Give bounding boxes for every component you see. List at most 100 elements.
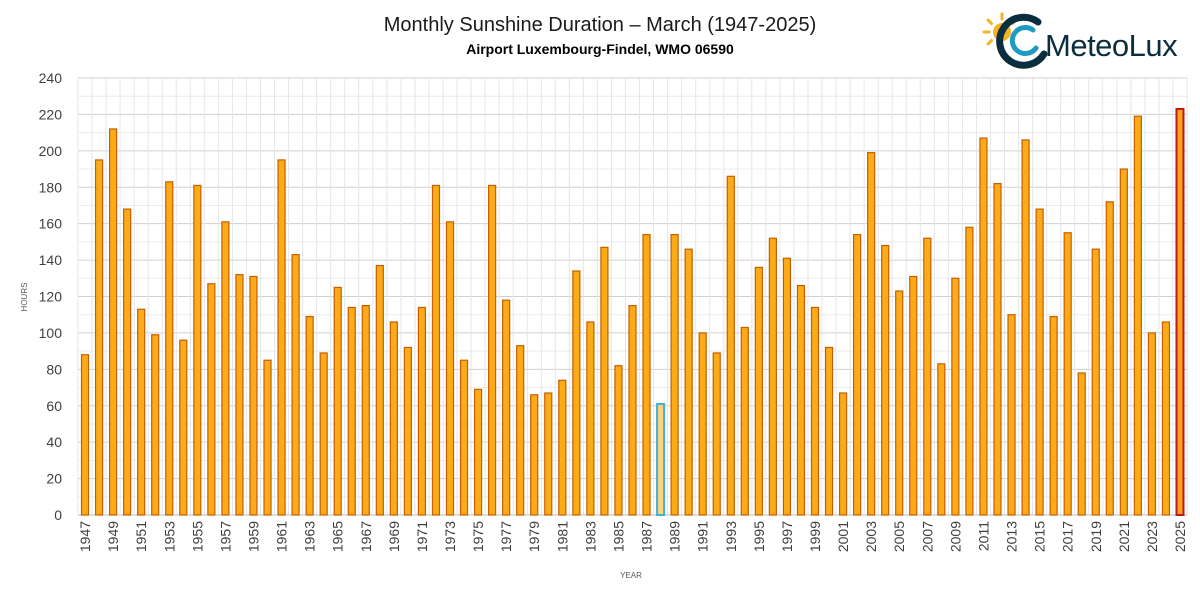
x-tick-label: 1979 bbox=[526, 521, 542, 552]
bar-2009 bbox=[951, 277, 960, 516]
bar-1966 bbox=[347, 306, 356, 516]
bar-1986 bbox=[628, 305, 637, 516]
bar-1999 bbox=[810, 306, 820, 516]
y-tick-label: 0 bbox=[54, 507, 62, 523]
y-tick-label: 40 bbox=[46, 434, 62, 450]
bar-1993 bbox=[726, 175, 735, 516]
swirl-icon bbox=[996, 13, 1048, 69]
bar-1951 bbox=[137, 308, 146, 516]
bar-1981 bbox=[558, 379, 567, 516]
x-tick-label: 1975 bbox=[470, 521, 486, 552]
x-tick-label: 1949 bbox=[105, 521, 121, 552]
bar-1977 bbox=[502, 299, 511, 516]
bar-2002 bbox=[852, 233, 862, 516]
bar-1997 bbox=[782, 257, 792, 516]
bar-1985 bbox=[614, 365, 623, 516]
bar-1967 bbox=[361, 305, 370, 516]
bar-1978 bbox=[516, 345, 525, 516]
x-tick-label: 1957 bbox=[217, 521, 233, 552]
bar-1957 bbox=[221, 221, 230, 516]
x-tick-label: 1955 bbox=[189, 521, 205, 552]
grid-layer bbox=[77, 77, 1188, 516]
x-tick-label: 2007 bbox=[919, 521, 935, 552]
x-tick-label: 2015 bbox=[1032, 521, 1048, 552]
bar-1983 bbox=[586, 321, 595, 516]
bar-1974 bbox=[459, 359, 469, 516]
bar-2004 bbox=[881, 244, 890, 516]
bar-1965 bbox=[333, 286, 342, 516]
bar-1964 bbox=[319, 352, 328, 516]
x-tick-label: 1959 bbox=[245, 521, 261, 552]
bar-1953 bbox=[165, 181, 174, 516]
bar-1947 bbox=[80, 354, 90, 516]
bar-1979 bbox=[530, 394, 539, 516]
x-tick-label: 1971 bbox=[414, 521, 430, 552]
bar-2003 bbox=[867, 152, 876, 516]
x-tick-label: 1977 bbox=[498, 521, 514, 552]
x-tick-label: 2021 bbox=[1116, 521, 1132, 552]
bar-2013 bbox=[1007, 314, 1016, 516]
x-tick-label: 1961 bbox=[274, 521, 290, 552]
y-tick-label: 160 bbox=[39, 216, 63, 232]
x-tick-label: 1965 bbox=[330, 521, 346, 552]
x-tick-label: 1947 bbox=[77, 521, 93, 552]
bar-1987 bbox=[642, 233, 651, 516]
bar-1949 bbox=[108, 128, 118, 516]
bar-2008 bbox=[937, 363, 946, 516]
bar-1955 bbox=[193, 184, 202, 516]
y-tick-label: 60 bbox=[46, 398, 62, 414]
bar-2000 bbox=[824, 346, 834, 516]
bar-1962 bbox=[291, 254, 300, 516]
bar-1988 bbox=[656, 402, 666, 516]
bar-1982 bbox=[572, 270, 581, 516]
bar-1950 bbox=[123, 208, 132, 516]
x-tick-label: 1989 bbox=[667, 521, 683, 552]
y-tick-label: 240 bbox=[39, 70, 63, 86]
bar-1971 bbox=[417, 306, 427, 516]
bar-1975 bbox=[473, 388, 483, 516]
bar-1969 bbox=[389, 321, 398, 516]
chart-title: Monthly Sunshine Duration – March (1947-… bbox=[384, 14, 816, 36]
bar-2015 bbox=[1035, 208, 1044, 516]
y-tick-label: 120 bbox=[39, 289, 63, 305]
bar-1948 bbox=[94, 159, 104, 516]
x-tick-label: 2023 bbox=[1144, 521, 1160, 552]
bar-2017 bbox=[1063, 232, 1072, 516]
x-tick-label: 2009 bbox=[947, 521, 963, 552]
x-tick-label: 2025 bbox=[1172, 521, 1188, 552]
bar-2005 bbox=[895, 290, 904, 516]
bars-layer bbox=[80, 107, 1185, 516]
x-tick-label: 2011 bbox=[975, 521, 991, 551]
bar-2010 bbox=[965, 226, 974, 516]
bar-2022 bbox=[1133, 115, 1142, 516]
bar-2001 bbox=[838, 392, 848, 516]
bar-1952 bbox=[151, 334, 160, 516]
bar-2012 bbox=[993, 183, 1002, 516]
x-tick-label: 1999 bbox=[807, 521, 823, 552]
bar-2021 bbox=[1119, 168, 1128, 516]
bar-2011 bbox=[979, 137, 988, 516]
bar-1991 bbox=[698, 332, 707, 516]
axis-layer: 0 20 40 60 80 100 120 140 160 180 200 220 240 1947 194… bbox=[39, 70, 1188, 552]
bar-1970 bbox=[403, 346, 413, 516]
y-tick-label: 180 bbox=[39, 179, 63, 195]
bar-1963 bbox=[305, 315, 314, 516]
chart-subtitle: Airport Luxembourg-Findel, WMO 06590 bbox=[466, 41, 734, 57]
bar-1995 bbox=[754, 266, 763, 516]
bar-1968 bbox=[375, 264, 384, 516]
x-tick-label: 2017 bbox=[1060, 521, 1076, 552]
x-tick-label: 1953 bbox=[161, 521, 177, 552]
y-tick-label: 20 bbox=[46, 471, 62, 487]
x-tick-label: 1983 bbox=[582, 521, 598, 552]
x-tick-label: 1993 bbox=[723, 521, 739, 552]
x-tick-label: 1991 bbox=[695, 521, 711, 552]
x-tick-label: 1987 bbox=[639, 521, 655, 552]
x-tick-label: 1967 bbox=[358, 521, 374, 552]
bar-2024 bbox=[1161, 321, 1171, 516]
bar-2020 bbox=[1105, 201, 1114, 516]
bar-1998 bbox=[796, 284, 806, 516]
bar-1990 bbox=[684, 248, 693, 516]
x-tick-label: 1969 bbox=[386, 521, 402, 552]
